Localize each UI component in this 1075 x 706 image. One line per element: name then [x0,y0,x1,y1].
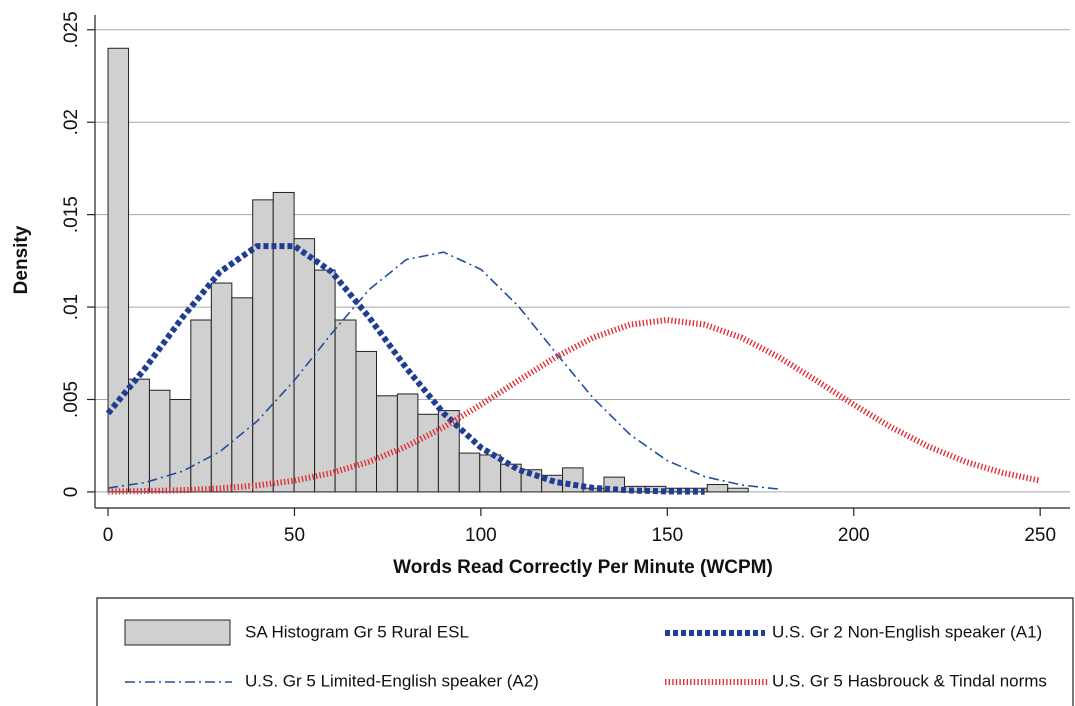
legend-box [96,597,1074,706]
x-tick-label: 150 [651,525,683,546]
histogram-bar [355,350,378,493]
x-axis-title: Words Read Correctly Per Minute (WCPM) [393,557,773,578]
y-tick-label: .005 [61,381,82,418]
histogram-bar [417,413,439,493]
density-line [108,317,1041,495]
histogram-bar [665,487,687,493]
histogram-bar [128,378,150,493]
histogram-bar [210,282,233,493]
histogram-bar [169,398,192,493]
histogram-bar [334,319,357,493]
x-tick-label: 50 [284,525,305,546]
histogram-bar [500,463,522,493]
histogram-bar [437,410,460,493]
histogram-bar [272,191,295,493]
histogram-bar [148,389,171,493]
histogram-bar [727,487,749,493]
histogram-bar [107,47,130,493]
y-tick-label: .015 [61,196,82,233]
legend-swatch [124,619,231,646]
density-line [105,243,705,495]
legend-label: U.S. Gr 5 Limited-English speaker (A2) [245,671,539,690]
histogram-bar [314,269,336,493]
x-tick-label: 0 [103,525,114,546]
histogram-bar [458,452,481,493]
density-line [107,251,780,490]
y-tick-label: .02 [61,109,82,135]
histogram-bar [231,297,254,493]
histogram-bar [376,395,398,493]
x-tick-label: 100 [465,525,497,546]
legend-label: U.S. Gr 5 Hasbrouck & Tindal norms [772,671,1047,690]
y-axis-title: Density [11,225,32,294]
x-tick-label: 200 [838,525,870,546]
histogram-bar [562,467,584,493]
y-tick-label: .01 [61,294,82,320]
legend-label: U.S. Gr 2 Non-English speaker (A1) [772,622,1042,641]
y-tick-label: .025 [61,11,82,48]
y-tick-label: 0 [61,487,82,498]
histogram-bar [706,484,729,493]
x-tick-label: 250 [1024,525,1056,546]
legend-label: SA Histogram Gr 5 Rural ESL [245,622,469,641]
histogram-bar [293,238,316,493]
